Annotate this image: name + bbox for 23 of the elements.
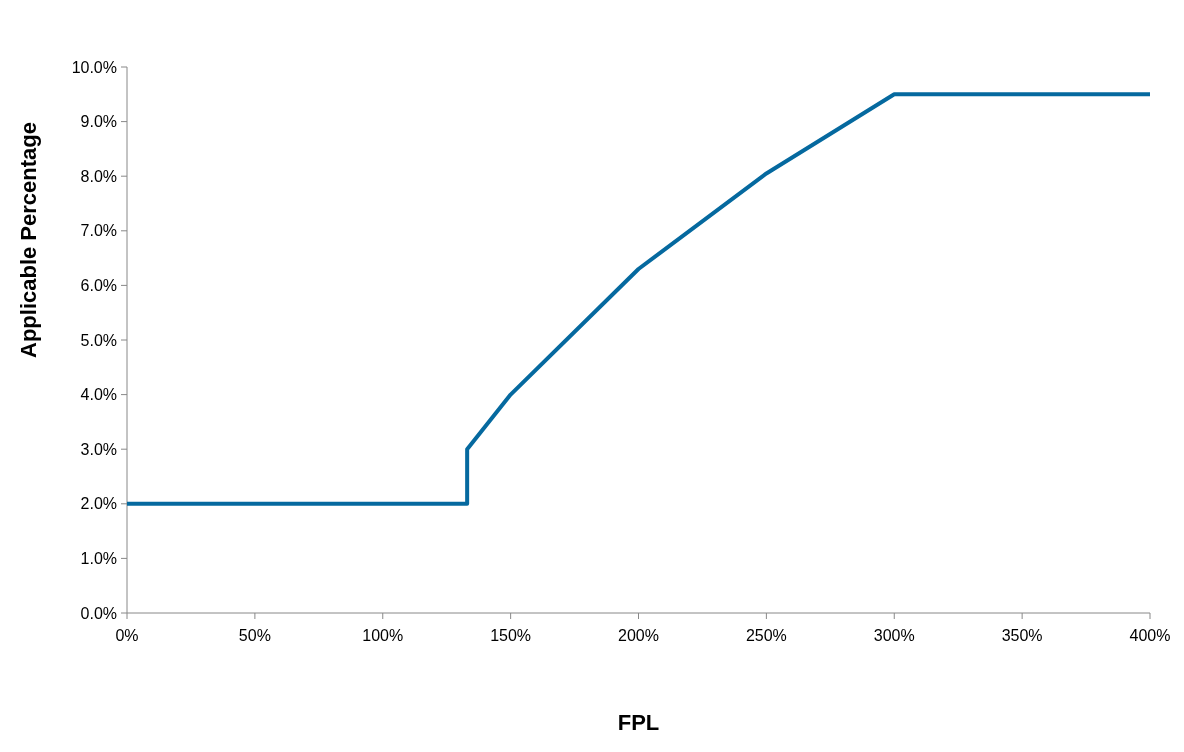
x-tick-label: 400% <box>1129 627 1171 644</box>
y-tick-label: 6.0% <box>80 277 117 294</box>
line-series <box>125 92 1152 506</box>
y-tick-label: 0.0% <box>80 604 117 622</box>
y-tick-label: 4.0% <box>80 386 117 404</box>
x-tick-label: 150% <box>490 627 532 644</box>
y-tick-label: 7.0% <box>80 222 117 240</box>
x-tick-label: 300% <box>873 627 915 644</box>
x-axis-title: FPL <box>617 710 660 735</box>
y-tick-label: 10.0% <box>71 58 117 76</box>
x-tick-label: 250% <box>745 627 787 644</box>
x-tick-label: 200% <box>618 627 659 644</box>
x-tick-label: 100% <box>362 627 404 644</box>
y-tick-label: 3.0% <box>80 440 117 458</box>
y-tick-label: 5.0% <box>80 331 117 349</box>
x-tick-label: 0% <box>115 627 139 644</box>
y-tick-label: 8.0% <box>80 167 117 185</box>
y-tick-label: 2.0% <box>80 495 117 513</box>
x-tick-label: 50% <box>238 627 271 644</box>
x-tick-label: 350% <box>1001 627 1043 644</box>
y-tick-label: 1.0% <box>80 550 117 567</box>
y-axis-title: Applicable Percentage <box>16 122 41 358</box>
y-tick-label: 9.0% <box>80 113 117 131</box>
